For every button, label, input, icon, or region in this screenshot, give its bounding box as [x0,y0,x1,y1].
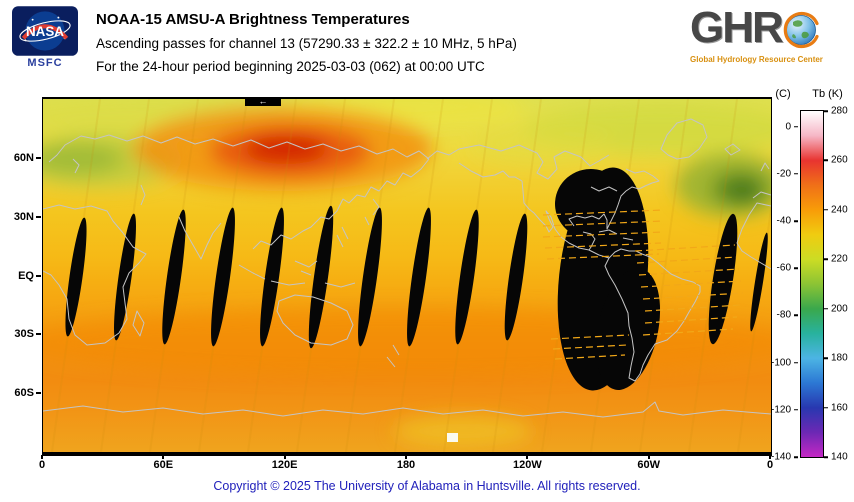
lat-tick-label: 30N [13,210,34,223]
orbit-start-marker: ← [245,97,281,106]
map-frame: ← [42,97,772,456]
lat-tick-label: 60N [13,151,34,164]
ghrc-letters: GHR [690,3,784,52]
lat-tick-mark [36,156,41,159]
scan-edge-lines [542,209,744,360]
left-arrow-icon: ← [258,96,268,106]
celsius-tick-label: -100 [770,357,791,369]
celsius-tick-mark [794,220,798,222]
kelvin-tick-mark [824,159,828,162]
lon-tick-mark [526,455,529,459]
lat-tick-label: 30S [14,328,34,341]
lat-tick-mark [36,333,41,336]
kelvin-tick-label: 280 [831,105,848,117]
nasa-insignia-icon: NASA [12,6,78,56]
brightness-temperature-map [43,99,771,452]
copyright-text: Copyright © 2025 The University of Alaba… [213,479,641,493]
lon-tick-label: 60W [637,459,660,471]
no-data-white-patch [447,433,458,442]
lat-tick-mark [36,274,41,277]
kelvin-tick-label: 180 [831,352,848,364]
lat-tick-mark [36,215,41,218]
lon-tick-mark [647,455,650,459]
lon-tick-mark [162,455,165,459]
celsius-tick-label: -20 [776,168,791,180]
celsius-tick-mark [794,267,798,270]
nasa-logo-block: NASA MSFC [12,6,84,69]
celsius-tick-label: -140 [770,451,791,463]
ghrc-logo: GHR [690,2,850,54]
kelvin-tick-mark [824,209,828,211]
lon-tick-mark [405,455,407,459]
msfc-label: MSFC [27,57,63,69]
kelvin-tick-mark [824,258,828,261]
title-block: NOAA-15 AMSU-A Brightness Temperatures A… [96,8,517,78]
kelvin-tick-label: 240 [831,204,848,216]
celsius-tick-label: 0 [785,121,791,133]
kelvin-tick-label: 220 [831,253,848,265]
lon-axis: 0 60E 120E 180 120W 60W 0 [38,455,774,471]
data-gap-swaths [65,167,768,391]
celsius-tick-label: -40 [776,215,791,227]
kelvin-tick-label: 200 [831,303,848,315]
lon-tick-mark [283,455,286,459]
celsius-tick-mark [794,314,798,317]
kelvin-tick-mark [824,110,828,112]
coastlines [43,118,771,418]
page-title: NOAA-15 AMSU-A Brightness Temperatures [96,11,410,28]
lon-tick-label: 0 [38,459,46,471]
colorbar-celsius-ticks: 0 -20 -40 -60 -80 -100 -120 -140 [760,111,798,463]
colorbar-gradient [800,110,824,458]
celsius-tick-label: -120 [770,404,791,416]
lat-tick-label: 60S [14,387,34,400]
celsius-tick-label: -80 [776,309,791,321]
lat-tick-mark [36,392,41,395]
subtitle-channel: Ascending passes for channel 13 (57290.3… [96,36,517,51]
celsius-tick-mark [794,456,798,458]
lat-tick-label: EQ [18,269,34,282]
nasa-wordmark: NASA [26,24,64,39]
lon-tick-label: 60E [153,459,174,471]
kelvin-tick-label: 260 [831,154,848,166]
kelvin-tick-mark [824,406,828,409]
kelvin-tick-mark [824,307,828,310]
subtitle-period: For the 24-hour period beginning 2025-03… [96,59,485,74]
ghrc-tagline: Global Hydrology Resource Center [690,55,823,64]
celsius-tick-mark [794,409,798,411]
ghrc-globe-icon [781,10,821,50]
lon-tick-mark [41,455,43,459]
colorbar-kelvin-ticks: 280 260 240 220 200 180 160 140 [824,106,854,463]
lat-axis: 60N 30N EQ 30S 60S [0,99,41,452]
kelvin-tick-label: 140 [831,451,848,463]
lon-tick-label: 120E [271,459,298,471]
lon-tick-label: 120W [512,459,542,471]
celsius-tick-mark [794,361,798,364]
celsius-tick-mark [794,173,798,175]
colorbar-kelvin-header: Tb (K) [812,88,843,100]
celsius-tick-mark [794,125,798,128]
lon-tick-mark [769,455,771,459]
kelvin-tick-mark [824,456,828,458]
colorbar-celsius-header: (C) [775,88,791,100]
ghrc-logo-block: GHR [690,2,850,64]
lon-tick-label: 180 [396,459,416,471]
kelvin-tick-label: 160 [831,402,848,414]
lon-tick-label: 0 [766,459,774,471]
celsius-tick-label: -60 [776,262,791,274]
kelvin-tick-mark [824,357,828,359]
footer: Copyright © 2025 The University of Alaba… [0,479,854,493]
temperature-field [43,99,771,452]
